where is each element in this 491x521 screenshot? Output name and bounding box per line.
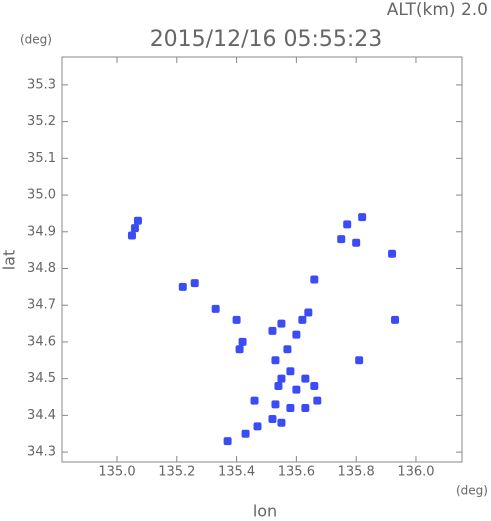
radar-echo (130, 224, 139, 233)
x-tick-label: 135.0 (98, 465, 135, 480)
radar-echo (190, 279, 199, 288)
radar-echo (235, 345, 244, 354)
radar-echo (292, 330, 301, 339)
y-tick-label: 34.8 (27, 261, 56, 276)
radar-echo (127, 231, 136, 240)
radar-echo (313, 396, 322, 405)
x-tick-label: 135.8 (338, 465, 375, 480)
radar-echo (133, 216, 142, 225)
radar-echo (301, 374, 310, 383)
y-tick-label: 34.6 (27, 334, 56, 349)
x-unit: (deg) (456, 484, 488, 498)
x-axis-label: lon (253, 502, 277, 521)
y-tick-label: 35.1 (27, 151, 56, 166)
x-tick-label: 136.0 (397, 465, 434, 480)
y-tick-label: 34.3 (27, 445, 56, 460)
x-tick-label: 135.6 (278, 465, 315, 480)
radar-echo (211, 304, 220, 313)
radar-echo (391, 315, 400, 324)
radar-echo (274, 381, 283, 390)
radar-echo (253, 422, 262, 431)
radar-echo (355, 356, 364, 365)
radar-echo (241, 429, 250, 438)
radar-echo (178, 282, 187, 291)
y-tick-label: 35.2 (27, 114, 56, 129)
y-tick-label: 34.9 (27, 224, 56, 239)
plot-frame (61, 56, 463, 463)
radar-echo (268, 415, 277, 424)
radar-echo (277, 374, 286, 383)
radar-echo (238, 337, 247, 346)
radar-echo (271, 400, 280, 409)
y-tick-label: 35.3 (27, 77, 56, 92)
radar-echo (271, 356, 280, 365)
y-axis-label: lat (0, 250, 19, 271)
radar-echo (388, 249, 397, 258)
radar-echo (286, 367, 295, 376)
radar-echo (250, 396, 259, 405)
x-tick-label: 135.2 (158, 465, 195, 480)
radar-echo (292, 385, 301, 394)
radar-echo (304, 308, 313, 317)
radar-echo (343, 220, 352, 229)
radar-echo (337, 235, 346, 244)
y-unit: (deg) (20, 33, 52, 47)
radar-echo (310, 381, 319, 390)
radar-echo (268, 326, 277, 335)
radar-echo (223, 437, 232, 446)
chart-title: 2015/12/16 05:55:23 (150, 27, 383, 52)
radar-echo (298, 315, 307, 324)
radar-echo (277, 418, 286, 427)
radar-echo (358, 213, 367, 222)
radar-echo (283, 345, 292, 354)
radar-echo (232, 315, 241, 324)
y-tick-label: 35.0 (27, 188, 56, 203)
radar-echo (310, 275, 319, 284)
radar-echo (277, 319, 286, 328)
radar-echo (301, 404, 310, 413)
altitude-label: ALT(km) 2.0 (387, 0, 488, 20)
radar-echo (286, 404, 295, 413)
x-tick-label: 135.4 (218, 465, 255, 480)
y-tick-label: 34.5 (27, 371, 56, 386)
radar-echo (352, 238, 361, 247)
y-tick-label: 34.4 (27, 408, 56, 423)
y-tick-label: 34.7 (27, 298, 56, 313)
